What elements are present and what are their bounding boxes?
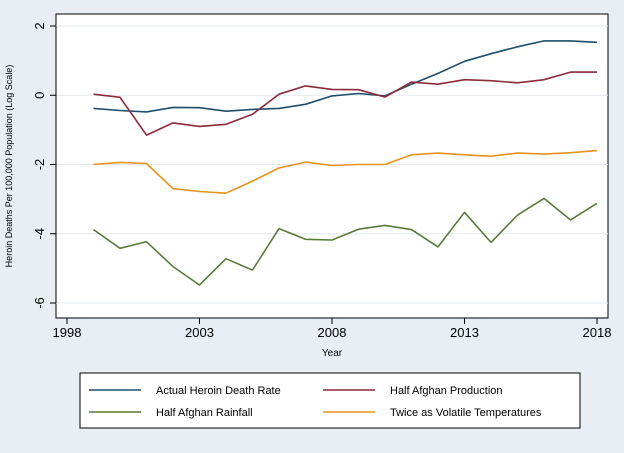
x-axis-label: Year	[322, 348, 343, 359]
axes: -6 -4 -2 0 2 1998 2003 2008 2013 2018	[32, 22, 611, 340]
y-tick-label: -6	[32, 297, 47, 309]
legend-label-4: Twice as Volatile Temperatures	[390, 407, 542, 419]
x-tick-label: 1998	[53, 325, 82, 340]
legend-label-3: Half Afghan Rainfall	[156, 407, 253, 419]
series-line-4	[93, 149, 598, 194]
series-line-1	[93, 40, 598, 113]
x-tick-label: 2018	[583, 325, 612, 340]
x-tick-label: 2003	[185, 325, 214, 340]
legend: Actual Heroin Death Rate Half Afghan Prod…	[89, 385, 542, 419]
legend-box	[79, 372, 581, 429]
legend-label-1: Actual Heroin Death Rate	[156, 385, 281, 397]
legend-label-2: Half Afghan Production	[390, 385, 503, 397]
x-tick-label: 2008	[318, 325, 347, 340]
series-line-2	[93, 71, 597, 136]
series-line-3	[93, 197, 598, 286]
y-tick-label: -2	[32, 159, 47, 171]
y-axis-label: Heroin Deaths Per 100,000 Population (Lo…	[4, 65, 14, 268]
y-tick-label: 2	[32, 22, 47, 29]
y-tick-label: -4	[32, 228, 47, 240]
y-tick-label: 0	[32, 92, 47, 99]
series-lines	[93, 40, 598, 286]
x-tick-label: 2013	[450, 325, 479, 340]
